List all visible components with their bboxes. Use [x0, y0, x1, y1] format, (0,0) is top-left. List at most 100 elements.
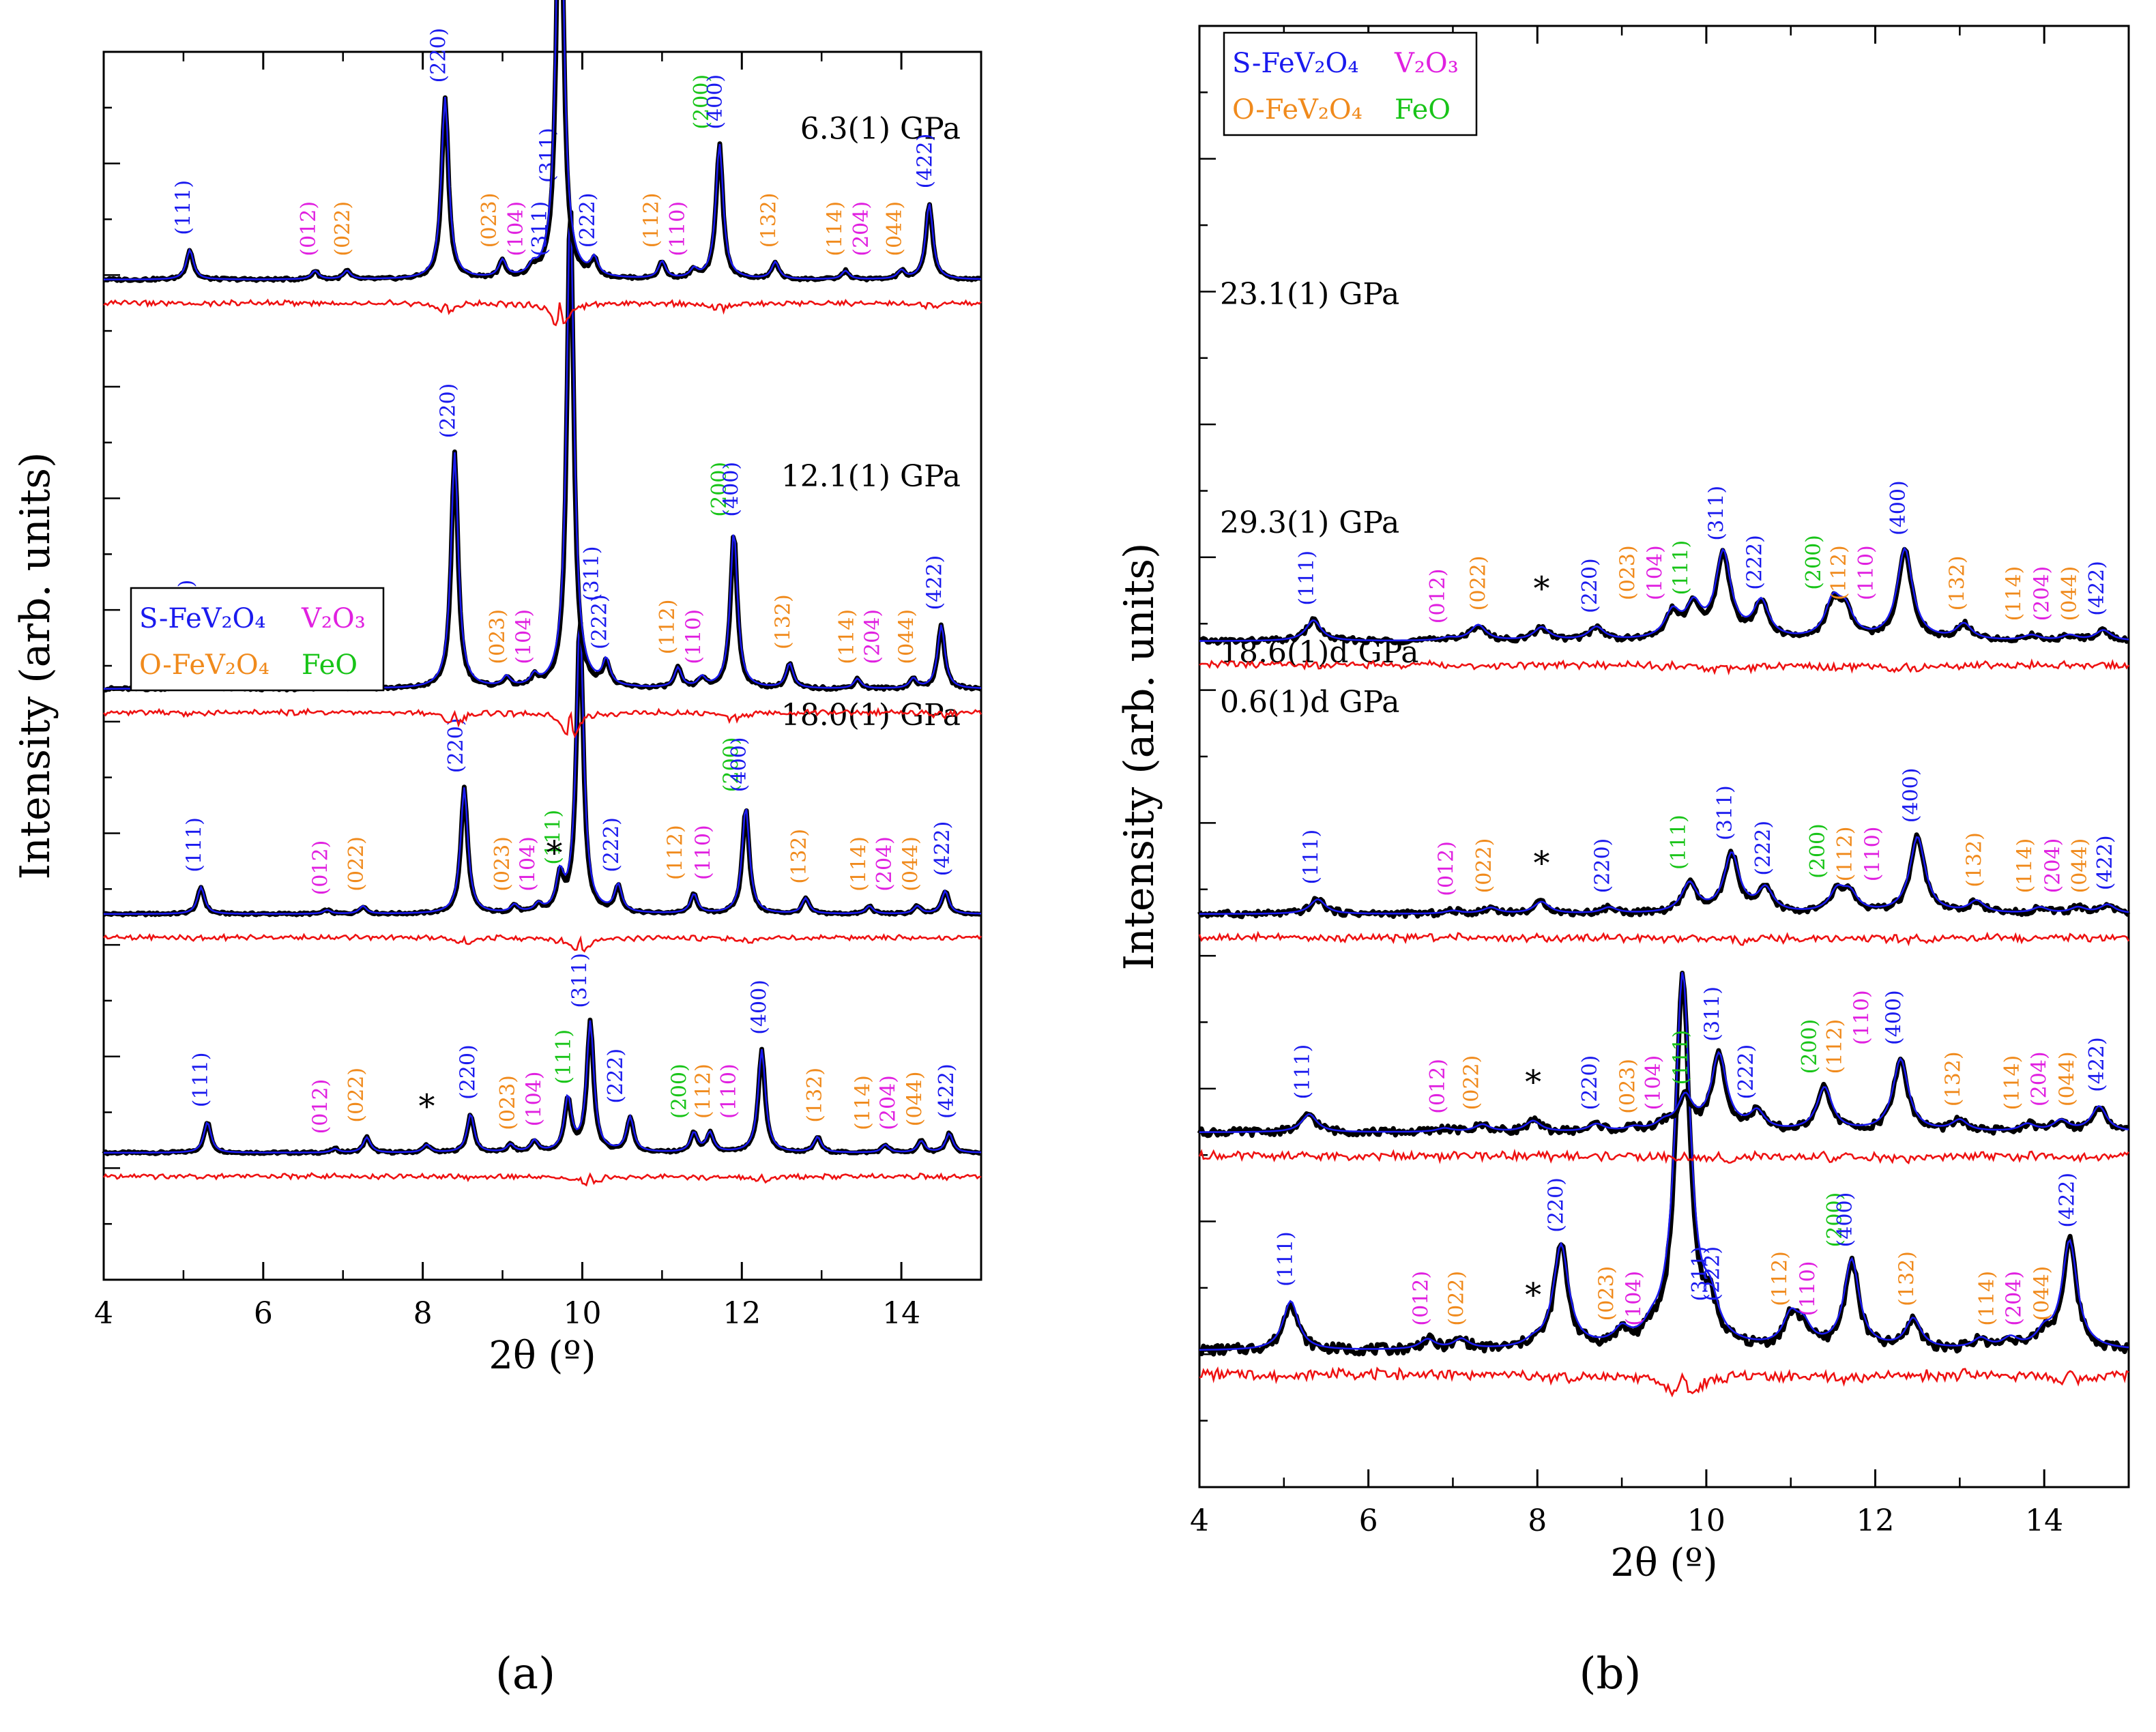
- hkl-label: (220): [1544, 1177, 1568, 1233]
- legend-o_fev2o4: O-FeV₂O₄: [139, 649, 270, 681]
- hkl-label: (112): [640, 193, 664, 248]
- hkl-label: (111): [542, 810, 566, 865]
- calculated-pattern: [1199, 1051, 2129, 1133]
- impurity-marker: *: [1533, 845, 1549, 883]
- observed-pattern: [1199, 971, 2129, 1357]
- hkl-label: (012): [1426, 569, 1450, 624]
- hkl-label: (104): [516, 836, 540, 892]
- hkl-label: (044): [903, 1072, 927, 1127]
- hkl-label: (111): [183, 817, 207, 872]
- hkl-label: (112): [1823, 1019, 1847, 1074]
- hkl-label: (022): [345, 836, 368, 892]
- hkl-label: (311): [528, 201, 552, 256]
- x-tick-label: 10: [1687, 1503, 1725, 1538]
- hkl-label: (311): [1700, 986, 1724, 1042]
- hkl-label: (222): [1734, 1044, 1758, 1100]
- hkl-label: (110): [717, 1063, 741, 1119]
- hkl-label: (012): [308, 1079, 332, 1134]
- hkl-label: (044): [899, 836, 922, 892]
- legend-box: [1223, 31, 1478, 136]
- hkl-label: (111): [1291, 1044, 1315, 1100]
- hkl-label: (132): [787, 829, 811, 884]
- difference-curve: [1199, 1366, 2129, 1398]
- difference-curve: [103, 298, 982, 327]
- difference-curve: [102, 707, 982, 739]
- hkl-label: (422): [923, 555, 947, 611]
- hkl-label: (204): [2041, 838, 2065, 894]
- calculated-pattern: [1199, 836, 2129, 915]
- hkl-label: (400): [727, 737, 751, 793]
- difference-curve: [1198, 930, 2130, 947]
- hkl-label: (110): [1796, 1261, 1820, 1317]
- pressure-label: 6.3(1) GPa: [800, 112, 961, 147]
- hkl-label: (022): [1467, 556, 1491, 611]
- hkl-label: (200): [708, 462, 731, 517]
- hkl-label: (422): [2093, 835, 2117, 890]
- hkl-label: (204): [2002, 1271, 2026, 1326]
- calculated-pattern: [1199, 546, 2129, 642]
- hkl-label: (200): [667, 1063, 691, 1119]
- impurity-marker: *: [1533, 570, 1549, 608]
- hkl-label: (022): [1444, 1271, 1468, 1326]
- hkl-label: (422): [2085, 1037, 2109, 1092]
- hkl-label: (111): [552, 1029, 576, 1085]
- calculated-pattern: [1199, 971, 2129, 1351]
- hkl-label: (111): [1299, 830, 1323, 885]
- hkl-label: (012): [297, 201, 321, 256]
- hkl-label: (204): [2030, 566, 2054, 621]
- hkl-label: (023): [496, 1075, 520, 1130]
- hkl-label: (222): [576, 193, 600, 248]
- hkl-label: (111): [1295, 551, 1319, 606]
- panel-label: (b): [1579, 1649, 1642, 1699]
- hkl-label: (111): [1274, 1231, 1298, 1287]
- hkl-label: (112): [664, 825, 688, 880]
- x-tick-label: 12: [1856, 1503, 1895, 1538]
- hkl-label: (311): [580, 546, 604, 602]
- x-tick-label: 12: [723, 1296, 761, 1331]
- hkl-label: (022): [1460, 1055, 1484, 1111]
- hkl-label: (132): [1946, 556, 1970, 611]
- phase-legend: S-FeV₂O₄ V₂O₃ O-FeV₂O₄ FeO: [130, 587, 385, 692]
- hkl-label: (400): [1833, 1192, 1857, 1248]
- hkl-label: (111): [1670, 540, 1693, 596]
- observed-pattern: [1199, 546, 2129, 646]
- pattern-2: 29.3(1) GPa (111) (012) (022) (220) (111) (311…: [1197, 505, 2131, 947]
- y-axis-title: Intensity (arb. units): [12, 452, 59, 880]
- hkl-label: (044): [883, 201, 907, 256]
- phase-legend: S-FeV₂O₄ V₂O₃ O-FeV₂O₄ FeO: [1223, 31, 1478, 136]
- x-tick-label: 14: [2025, 1503, 2063, 1538]
- hkl-label: (104): [512, 609, 536, 664]
- hkl-label: (222): [1743, 535, 1766, 590]
- hkl-label: (132): [1941, 1051, 1965, 1106]
- difference-curve: [1198, 1148, 2129, 1165]
- hkl-label: (220): [436, 383, 460, 439]
- hkl-label: (111): [189, 1053, 213, 1108]
- hkl-label: (044): [2068, 838, 2092, 894]
- hkl-label: (114): [2002, 566, 2026, 621]
- hkl-label: (222): [588, 594, 612, 649]
- observed-pattern: [1197, 1048, 2129, 1139]
- hkl-label: (200): [719, 737, 743, 793]
- hkl-label: (110): [666, 201, 690, 256]
- hkl-label: (220): [444, 718, 468, 774]
- difference-curve: [1199, 658, 2130, 676]
- hkl-label: (044): [895, 609, 919, 664]
- hkl-label: (114): [823, 201, 847, 256]
- hkl-label: (112): [656, 600, 680, 655]
- hkl-label: (204): [849, 201, 873, 256]
- hkl-label: (112): [1768, 1251, 1792, 1306]
- difference-curve: [102, 1172, 982, 1187]
- hkl-label: (204): [877, 1075, 901, 1130]
- hkl-label: (400): [747, 980, 771, 1035]
- hkl-label: (400): [1886, 480, 1910, 535]
- hkl-label: (222): [600, 817, 624, 872]
- hkl-label: (110): [1854, 545, 1878, 600]
- calculated-pattern: [104, 1020, 982, 1154]
- hkl-label: (104): [1622, 1271, 1646, 1326]
- hkl-label: (114): [847, 836, 871, 892]
- x-tick-label: 8: [413, 1296, 433, 1331]
- hkl-label: (400): [703, 74, 727, 130]
- hkl-label: (111): [1670, 1030, 1693, 1085]
